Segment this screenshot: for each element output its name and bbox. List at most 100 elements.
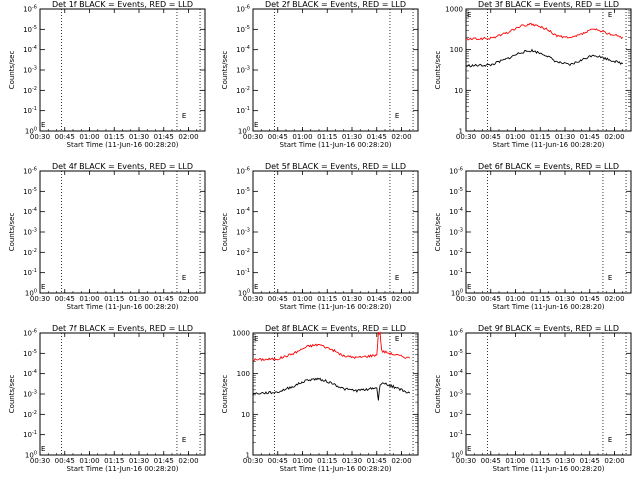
x-tick-label: 01:45: [367, 295, 387, 303]
x-axis-label: Start Time (11-Jun-16 00:28:20): [493, 141, 605, 149]
x-tick-label: 01:15: [530, 457, 550, 465]
y-tick-exponent: -1: [32, 268, 37, 274]
x-tick-label: 00:45: [481, 133, 501, 141]
x-tick-label: 02:00: [604, 457, 624, 465]
y-tick-exponent: -5: [32, 25, 37, 31]
x-tick-label: 00:30: [30, 295, 50, 303]
plot-frame: [252, 170, 419, 294]
x-tick-label: 02:00: [604, 295, 624, 303]
x-axis-label: Start Time (11-Jun-16 00:28:20): [280, 303, 392, 311]
plot-frame: [39, 8, 206, 132]
e-marker-left: E: [41, 121, 45, 129]
y-tick-exponent: -4: [32, 207, 37, 213]
y-tick-exponent: -4: [32, 45, 37, 51]
chart-title: Det 3f BLACK = Events, RED = LLD: [478, 0, 619, 9]
x-tick-label: 00:45: [268, 457, 288, 465]
y-tick-exponent: -2: [458, 248, 463, 254]
x-tick-label: 01:45: [580, 295, 600, 303]
y-tick-label: 10-4: [23, 369, 37, 378]
y-tick-exponent: -3: [245, 228, 250, 234]
y-tick-label: 10: [454, 87, 463, 95]
y-tick-exponent: -3: [32, 228, 37, 234]
chart-title: Det 8f BLACK = Events, RED = LLD: [265, 324, 406, 333]
x-tick-label: 01:45: [367, 457, 387, 465]
y-tick-label: 10-3: [23, 390, 37, 399]
chart-panel-9: Det 9f BLACK = Events, RED = LLD 00:30 00:…: [434, 324, 632, 473]
chart-title: Det 1f BLACK = Events, RED = LLD: [52, 0, 193, 9]
y-tick-label: 100: [25, 127, 37, 136]
e-marker: E: [608, 436, 612, 444]
y-tick-label: 10-6: [449, 329, 463, 338]
e-marker-left: E: [467, 283, 471, 291]
series-lld-line: [465, 22, 624, 41]
y-tick-label: 100: [237, 370, 250, 378]
x-tick-label: 01:15: [530, 133, 550, 141]
y-tick-label: 10-5: [236, 25, 250, 34]
y-tick-exponent: -5: [32, 349, 37, 355]
x-tick-label: 01:15: [104, 295, 124, 303]
y-axis-label: Counts/sec: [221, 51, 229, 90]
x-tick-label: 01:30: [129, 295, 149, 303]
y-tick-label: 10-6: [23, 167, 37, 176]
y-tick-label: 100: [450, 46, 463, 54]
y-tick-exponent: -6: [245, 167, 250, 173]
y-axis-label: Counts/sec: [221, 213, 229, 252]
y-tick-label: 10: [241, 411, 250, 419]
y-tick-exponent: -3: [245, 66, 250, 72]
y-tick-exponent: -3: [458, 390, 463, 396]
x-tick-label: 01:00: [79, 457, 99, 465]
y-tick-label: 100: [451, 451, 463, 460]
y-tick-exponent: -5: [32, 187, 37, 193]
y-tick-exponent: 0: [247, 127, 250, 133]
x-axis-label: Start Time (11-Jun-16 00:28:20): [280, 141, 392, 149]
plot-frame: [39, 332, 206, 456]
y-tick-exponent: -5: [458, 349, 463, 355]
x-tick-label: 01:30: [555, 133, 575, 141]
y-tick-exponent: -6: [245, 5, 250, 11]
y-tick-label: 10-1: [236, 106, 250, 115]
y-tick-label: 10-4: [236, 207, 250, 216]
y-tick-exponent: -6: [32, 5, 37, 11]
y-tick-label: 10-4: [449, 369, 463, 378]
y-tick-label: 10-5: [449, 349, 463, 358]
y-tick-exponent: -2: [32, 410, 37, 416]
x-tick-label: 00:45: [55, 133, 75, 141]
y-tick-label: 100: [238, 289, 250, 298]
y-tick-label: 10-1: [23, 268, 37, 277]
y-tick-label: 10-2: [449, 248, 463, 257]
y-tick-label: 100: [25, 289, 37, 298]
x-tick-label: 01:00: [79, 133, 99, 141]
y-tick-label: 10-6: [449, 167, 463, 176]
x-axis-label: Start Time (11-Jun-16 00:28:20): [67, 465, 179, 473]
y-axis-label: Counts/sec: [8, 51, 16, 90]
y-axis-label: Counts/sec: [434, 51, 442, 90]
y-tick-label: 10-6: [23, 329, 37, 338]
chart-panel-2: Det 2f BLACK = Events, RED = LLD 00:30 00:…: [221, 0, 419, 149]
x-tick-label: 01:00: [292, 457, 312, 465]
chart-panel-1: Det 1f BLACK = Events, RED = LLD 00:30 00:…: [8, 0, 206, 149]
y-tick-label: 10-1: [449, 268, 463, 277]
y-axis-label: Counts/sec: [434, 213, 442, 252]
x-tick-label: 00:45: [268, 133, 288, 141]
y-axis-label: Counts/sec: [434, 375, 442, 414]
x-tick-label: 00:45: [55, 295, 75, 303]
y-tick-label: 10-4: [236, 45, 250, 54]
y-tick-exponent: 0: [34, 289, 37, 295]
x-tick-label: 01:15: [317, 295, 337, 303]
y-tick-label: 1000: [445, 6, 463, 14]
y-tick-exponent: 0: [34, 127, 37, 133]
y-tick-label: 100: [238, 127, 250, 136]
plot-frame: [252, 8, 419, 132]
e-marker-left: E: [467, 11, 471, 19]
y-tick-exponent: 0: [460, 451, 463, 457]
chart-panel-5: Det 5f BLACK = Events, RED = LLD 00:30 00:…: [221, 162, 419, 311]
x-axis-label: Start Time (11-Jun-16 00:28:20): [67, 141, 179, 149]
chart-title: Det 6f BLACK = Events, RED = LLD: [478, 162, 619, 171]
chart-title: Det 2f BLACK = Events, RED = LLD: [265, 0, 406, 9]
y-tick-exponent: -2: [32, 248, 37, 254]
y-tick-exponent: 0: [247, 289, 250, 295]
x-tick-label: 02:00: [178, 457, 198, 465]
y-tick-label: 10-4: [23, 45, 37, 54]
x-tick-label: 02:00: [391, 457, 411, 465]
y-tick-label: 10-5: [23, 25, 37, 34]
